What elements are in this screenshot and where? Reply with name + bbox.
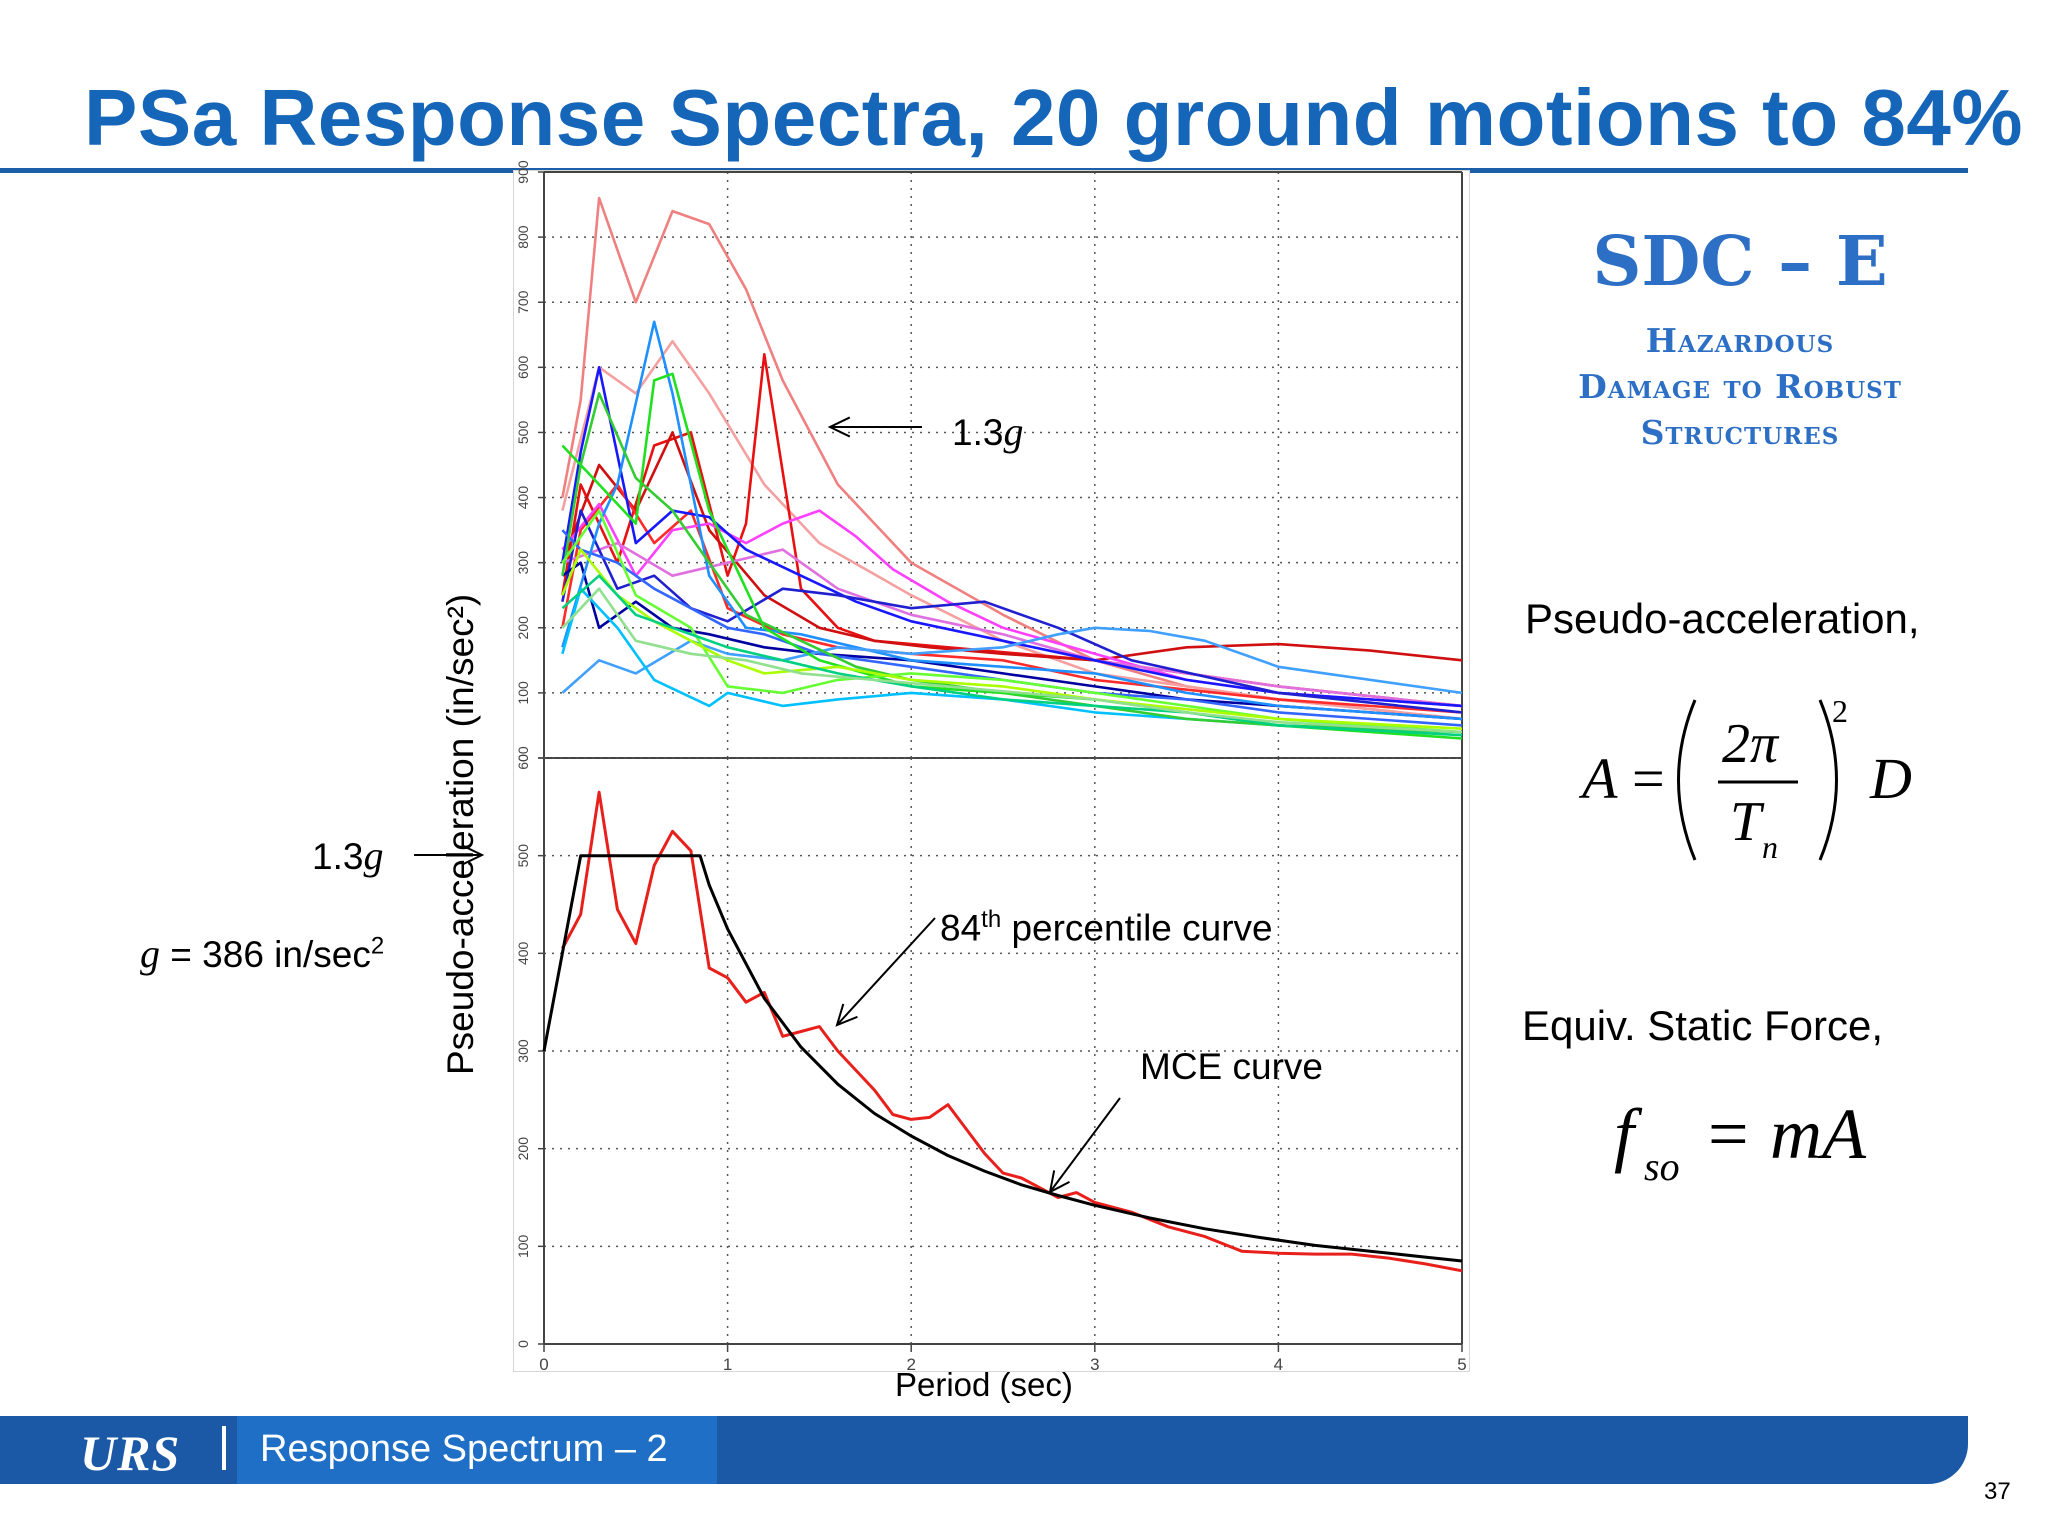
- x-tick-label: 2: [906, 1355, 915, 1374]
- g-value: = 386 in/sec: [160, 934, 371, 975]
- annotation-84th-percentile: 84th percentile curve: [940, 906, 1273, 949]
- y-tick-label: 800: [515, 225, 531, 249]
- arrow-84th-percentile: [836, 917, 936, 1026]
- pseudo-acceleration-formula: A = 2π T n 2 D: [1578, 693, 1912, 865]
- annotation-1-3g-top: 1.3g: [952, 408, 1023, 455]
- y-axis-label: Pseudo-acceleration (in/sec²): [440, 593, 481, 1075]
- series-line-mce-curve: [542, 854, 1463, 1263]
- y-tick-label: 100: [515, 1234, 531, 1258]
- series-line-top-ground-motion-8: [561, 365, 1463, 708]
- y-tick-label: 600: [515, 355, 531, 379]
- annotation-value: 1.3: [312, 836, 364, 877]
- series-line-top-ground-motion-4: [561, 431, 1463, 662]
- formula-equals: =: [1632, 746, 1665, 811]
- chart-panel: [513, 170, 1470, 1372]
- x-tick-label: 4: [1274, 1355, 1283, 1374]
- series-line-top-ground-motion-15: [561, 392, 1463, 734]
- x-tick-label: 1: [723, 1355, 732, 1374]
- arrow-1-3g-left-head: [461, 844, 485, 866]
- y-tick-label: 500: [515, 844, 531, 868]
- percentile-number: 84: [940, 907, 982, 949]
- urs-logo: URS: [80, 1425, 181, 1481]
- y-tick-label: 0: [515, 754, 531, 762]
- percentile-suffix: th: [981, 906, 1002, 933]
- sdc-callout: SDC – E Hazardous Damage to Robust Struc…: [1540, 225, 1940, 456]
- formula-numerator: 2π: [1722, 713, 1780, 775]
- equiv-static-force-label: Equiv. Static Force,: [1522, 1002, 1884, 1049]
- arrow-mce-curve: [1049, 1097, 1121, 1193]
- formula-f: f: [1614, 1094, 1643, 1174]
- formula-D: D: [1869, 746, 1912, 811]
- formula-denominator: T: [1730, 791, 1765, 853]
- footer-section-title: Response Spectrum – 2: [260, 1428, 668, 1470]
- series-line-top-ground-motion-2: [561, 339, 1463, 721]
- annotation-mce-curve: MCE curve: [1140, 1046, 1323, 1087]
- slide-title: PSa Response Spectra, 20 ground motions …: [84, 73, 2024, 162]
- formula-f-subscript: so: [1644, 1144, 1680, 1189]
- annotation-g-symbol: g: [1003, 409, 1024, 454]
- series-line-top-ground-motion-7: [561, 541, 1463, 708]
- annotation-g-symbol: g: [363, 833, 384, 878]
- y-tick-label: 400: [515, 486, 531, 510]
- series-line-top-ground-motion-20: [561, 587, 1463, 734]
- annotation-1-3g-left: 1.3g: [312, 832, 383, 879]
- sdc-line-3: Structures: [1640, 413, 1840, 453]
- y-tick-label: 0: [515, 1340, 531, 1348]
- page-number: 37: [1984, 1478, 2011, 1505]
- percentile-text: percentile curve: [1001, 907, 1273, 949]
- formula-denominator-subscript: n: [1762, 829, 1778, 865]
- x-tick-label: 0: [539, 1355, 548, 1374]
- formula-left-paren: [1677, 699, 1697, 861]
- series-line-top-ground-motion-9: [561, 509, 1463, 714]
- formula-equals-2: =: [1708, 1094, 1749, 1174]
- sdc-line-1: Hazardous: [1645, 320, 1835, 360]
- arrow-1-3g-top-head: [827, 416, 851, 438]
- x-tick-label: 3: [1090, 1355, 1099, 1374]
- series-line-top-ground-motion-1: [561, 196, 1463, 721]
- y-tick-label: 500: [515, 421, 531, 445]
- y-tick-label: 600: [515, 746, 531, 770]
- series-line-top-ground-motion-13: [561, 626, 1463, 695]
- g-exponent: 2: [370, 932, 385, 960]
- g-symbol: g: [140, 931, 160, 976]
- footer-label-box: [237, 1416, 717, 1484]
- annotation-value: 1.3: [952, 412, 1004, 453]
- y-tick-label: 200: [515, 616, 531, 640]
- sdc-heading: SDC – E: [1592, 222, 1888, 302]
- y-tick-label: 700: [515, 290, 531, 314]
- x-tick-label: 5: [1457, 1355, 1466, 1374]
- y-tick-label: 300: [515, 1039, 531, 1063]
- y-tick-label: 100: [515, 681, 531, 705]
- x-axis-label: Period (sec): [895, 1366, 1073, 1403]
- formula-mA: mA: [1770, 1094, 1867, 1174]
- arrow-mce-curve-head: [1048, 1170, 1070, 1194]
- series-line-84th-percentile-curve: [561, 790, 1463, 1273]
- annotation-g-definition: g = 386 in/sec2: [140, 930, 384, 977]
- y-tick-label: 300: [515, 551, 531, 575]
- arrow-84th-percentile-head: [835, 1003, 858, 1027]
- series-line-top-ground-motion-12: [561, 320, 1463, 721]
- series-line-top-ground-motion-17: [561, 509, 1463, 734]
- sdc-line-2: Damage to Robust: [1578, 366, 1902, 406]
- formula-exponent: 2: [1832, 693, 1848, 729]
- formula-A: A: [1578, 746, 1618, 811]
- y-tick-label: 200: [515, 1137, 531, 1161]
- formula-right-paren: [1818, 699, 1838, 861]
- pseudo-acceleration-label: Pseudo-acceleration,: [1525, 595, 1920, 642]
- footer-separator: [222, 1426, 226, 1470]
- y-tick-label: 900: [515, 160, 531, 184]
- y-tick-label: 400: [515, 941, 531, 965]
- series-line-top-ground-motion-14: [561, 587, 1463, 734]
- static-force-formula: f so = mA: [1614, 1094, 1867, 1189]
